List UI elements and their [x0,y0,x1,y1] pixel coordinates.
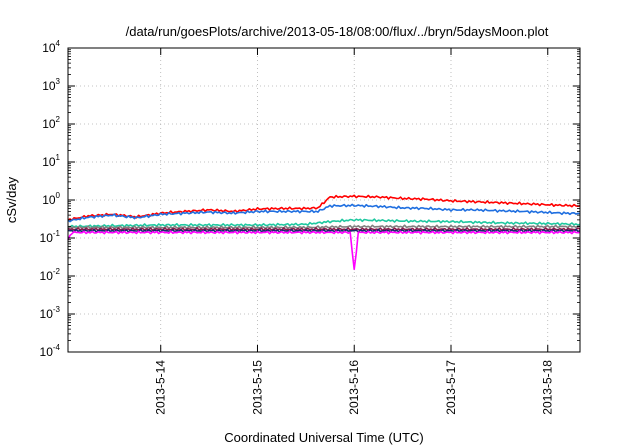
y-tick-label: 10-3 [40,305,61,321]
y-tick-label: 10-1 [40,229,61,245]
series-line [67,230,581,271]
y-tick-label: 102 [42,115,60,131]
y-tick-label: 104 [42,39,60,55]
series-line [67,228,581,233]
series-line [67,203,581,223]
x-tick-label: 2013-5-16 [347,360,361,415]
x-tick-label: 2013-5-18 [541,360,555,415]
y-tick-label: 100 [42,191,60,207]
x-tick-label: 2013-5-17 [444,360,458,415]
series-line [67,224,581,230]
series-line [67,194,581,222]
x-axis: 2013-5-14 2013-5-15 2013-5-16 2013-5-17 2013… [154,48,555,415]
y-axis-label: cSv/day [4,176,19,223]
chart-title: /data/run/goesPlots/archive/2013-05-18/0… [126,24,549,39]
series-line [67,218,581,229]
y-axis: 10-4 10-3 10-2 10-1 100 101 102 103 104 [40,39,580,359]
x-axis-label: Coordinated Universal Time (UTC) [224,430,423,445]
y-tick-label: 10-2 [40,267,61,283]
grid [68,48,580,352]
y-tick-label: 101 [42,153,60,169]
x-tick-label: 2013-5-15 [250,360,264,415]
series-layer [67,194,581,271]
y-tick-label: 103 [42,77,60,93]
x-tick-label: 2013-5-14 [154,360,168,415]
series-line [67,227,581,232]
y-tick-label: 10-4 [40,343,61,359]
